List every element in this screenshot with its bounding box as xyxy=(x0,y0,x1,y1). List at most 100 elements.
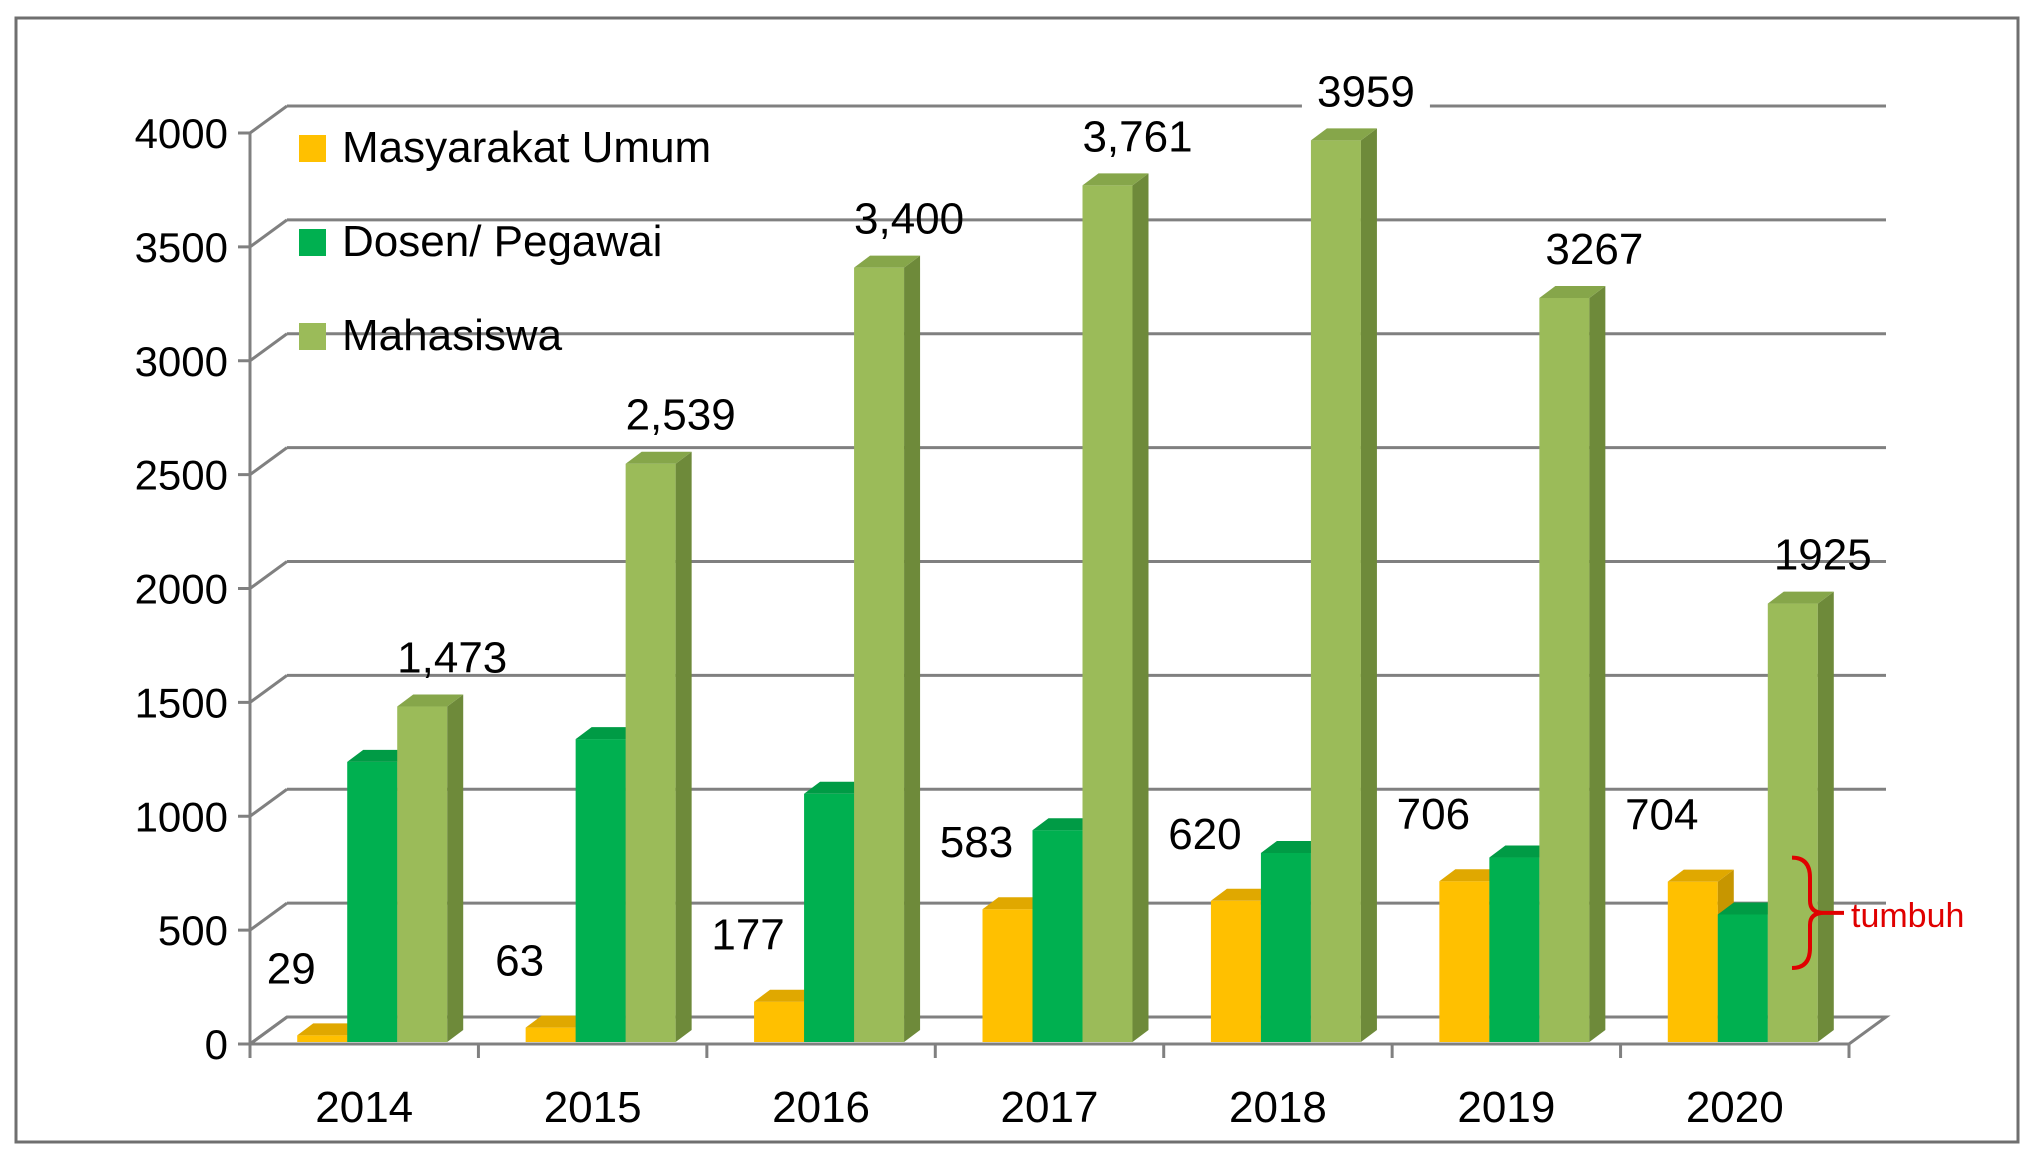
gridline-wall xyxy=(249,218,288,249)
bar xyxy=(1260,852,1311,1042)
data-label: 3,761 xyxy=(1082,112,1192,161)
data-label: 3959 xyxy=(1317,67,1415,116)
bar-top xyxy=(1667,869,1734,882)
x-tick-label: 2017 xyxy=(1001,1083,1099,1132)
bar-group xyxy=(1082,173,1149,1042)
bar-top xyxy=(525,1015,592,1028)
gridline-wall xyxy=(249,788,288,818)
data-label: 63 xyxy=(495,937,544,986)
gridline-wall xyxy=(249,560,288,590)
bar-top xyxy=(1260,840,1327,853)
bar-top xyxy=(1210,888,1277,901)
bar-top xyxy=(754,989,821,1002)
y-tick-label: 0 xyxy=(205,1021,228,1068)
bar-top xyxy=(347,749,414,762)
gridline-wall xyxy=(249,674,288,704)
bar xyxy=(804,793,855,1042)
data-label: 1925 xyxy=(1774,531,1872,580)
bar-top xyxy=(297,1023,364,1036)
x-tick-label: 2016 xyxy=(772,1083,870,1132)
bar xyxy=(1667,881,1718,1042)
bar-group xyxy=(854,255,921,1042)
bar-top xyxy=(982,897,1049,910)
gridline-wall xyxy=(249,332,288,362)
bar xyxy=(754,1001,805,1042)
bar-top xyxy=(1082,173,1149,186)
bar xyxy=(525,1027,576,1042)
bar-side xyxy=(675,451,692,1042)
x-tick-label: 2014 xyxy=(315,1083,413,1132)
y-tick-label: 2000 xyxy=(135,566,228,613)
bar-top xyxy=(854,255,921,268)
legend-swatch xyxy=(299,229,326,256)
data-label: 177 xyxy=(711,911,784,960)
bar-top xyxy=(397,694,464,707)
y-tick-label: 1000 xyxy=(135,793,228,840)
legend-swatch xyxy=(299,323,326,350)
gridline-wall xyxy=(249,901,288,932)
bar-side xyxy=(1817,591,1834,1042)
legend-label: Dosen/ Pegawai xyxy=(342,217,662,266)
bar xyxy=(1210,900,1261,1042)
data-label: 620 xyxy=(1168,810,1241,859)
bar-top xyxy=(1310,128,1377,141)
data-label: 1,473 xyxy=(397,634,507,683)
y-tick-label: 3500 xyxy=(135,224,228,271)
bar-group xyxy=(625,451,692,1042)
legend-label: Mahasiswa xyxy=(342,311,563,360)
bar xyxy=(854,267,905,1042)
bar xyxy=(1539,297,1590,1042)
bar-top xyxy=(1032,818,1099,831)
y-tick-label: 2500 xyxy=(135,452,228,499)
bar xyxy=(1032,830,1083,1042)
bar-side xyxy=(904,255,921,1042)
bar-group xyxy=(397,694,464,1042)
data-label: 706 xyxy=(1397,790,1470,839)
bar xyxy=(575,739,626,1042)
data-label: 2,539 xyxy=(626,391,736,440)
bar-top xyxy=(1767,591,1834,604)
y-tick-label: 3000 xyxy=(135,338,228,385)
bar xyxy=(1439,881,1490,1042)
y-tick-label: 500 xyxy=(158,907,228,954)
data-label: 3267 xyxy=(1545,225,1643,274)
bar-group xyxy=(1310,128,1377,1042)
bar-top xyxy=(804,781,871,794)
x-tick-label: 2019 xyxy=(1457,1083,1555,1132)
x-tick-label: 2015 xyxy=(544,1083,642,1132)
gridline-wall xyxy=(249,446,288,476)
bar-side xyxy=(1589,285,1606,1042)
x-tick-label: 2020 xyxy=(1686,1083,1784,1132)
legend-label: Masyarakat Umum xyxy=(342,123,711,172)
bar xyxy=(297,1035,348,1042)
bar-side xyxy=(1360,128,1377,1042)
x-tick-label: 2018 xyxy=(1229,1083,1327,1132)
chart-floor xyxy=(245,1015,1891,1046)
bar-side xyxy=(1132,173,1149,1042)
bar xyxy=(347,761,398,1042)
y-tick-label: 4000 xyxy=(135,110,228,157)
bar xyxy=(1717,914,1768,1042)
bar-group xyxy=(1539,285,1606,1042)
data-label-bg xyxy=(1301,64,1430,119)
annotation-label: tumbuh xyxy=(1851,897,1964,935)
bar-top xyxy=(1489,845,1556,858)
data-label: 3,400 xyxy=(854,195,964,244)
bar xyxy=(1310,140,1361,1042)
y-tick-label: 1500 xyxy=(135,679,228,726)
data-label: 583 xyxy=(940,818,1013,867)
bar-group xyxy=(1767,591,1834,1042)
legend-swatch xyxy=(299,135,326,162)
bar-top xyxy=(1439,869,1506,882)
bar xyxy=(625,463,676,1042)
bar xyxy=(397,706,448,1042)
bar-top xyxy=(625,451,692,464)
bar-top xyxy=(1717,902,1784,915)
chart-border xyxy=(14,16,2020,1144)
bar xyxy=(1767,603,1818,1042)
bar xyxy=(982,909,1033,1042)
data-label: 29 xyxy=(267,944,316,993)
bar xyxy=(1489,857,1540,1042)
